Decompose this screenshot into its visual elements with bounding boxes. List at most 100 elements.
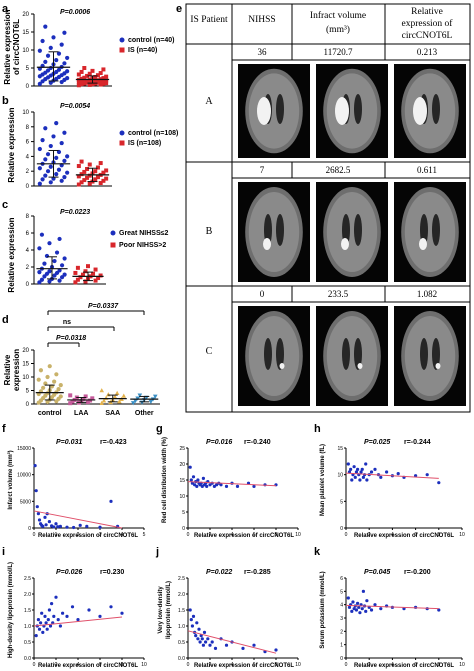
k-point xyxy=(347,605,352,609)
i-point xyxy=(58,624,63,628)
b-point xyxy=(65,170,70,175)
panel-k-label: k xyxy=(314,546,321,558)
f-point xyxy=(65,525,69,529)
mri-lesion xyxy=(341,238,349,250)
j-point xyxy=(201,643,205,647)
h-xtick-label: 8 xyxy=(437,532,440,538)
g-point xyxy=(196,478,200,482)
b-point xyxy=(37,166,42,171)
panel-f: f P=0.031 r=-0.423 Infarct volume (mm³) … xyxy=(2,423,146,539)
row-a-expr: 0.213 xyxy=(417,47,438,57)
h-fit-line xyxy=(345,472,439,479)
j-point xyxy=(190,624,194,628)
i-ytick-label: 1.0 xyxy=(24,624,31,630)
i-point xyxy=(46,618,50,622)
b-point xyxy=(43,157,48,162)
mri-ventricle xyxy=(264,214,272,246)
a-point xyxy=(95,78,100,83)
b-point xyxy=(82,169,87,174)
b-point xyxy=(93,177,98,182)
f-point xyxy=(43,515,47,519)
c-point xyxy=(57,278,62,283)
k-xtick-label: 4 xyxy=(391,662,394,668)
b-point xyxy=(59,140,64,146)
k-xtick-label: 8 xyxy=(437,662,440,668)
k-point xyxy=(357,605,361,609)
f-point xyxy=(35,505,39,509)
g-point xyxy=(189,478,193,482)
k-fit-line xyxy=(345,604,439,610)
panel-g-axes: 0 5 10 15 20 25 0 2 4 6 8 10 xyxy=(179,446,301,538)
d-point xyxy=(36,377,41,382)
b-point xyxy=(62,130,67,135)
panel-c-pvalue: P=0.0223 xyxy=(60,209,90,216)
a-ytick-label: 20 xyxy=(22,12,29,18)
i-xtick-label: 8 xyxy=(121,662,124,668)
j-point xyxy=(202,630,207,635)
c-point xyxy=(80,272,85,277)
f-ytick-label: 0 xyxy=(28,526,31,532)
g-xtick-label: 0 xyxy=(187,532,190,538)
a-point xyxy=(54,57,59,63)
c-ytick-label: 6 xyxy=(26,231,30,237)
a-point xyxy=(65,75,70,81)
h-ytick-label: 5 xyxy=(340,499,343,505)
g-point xyxy=(193,483,197,487)
j-point xyxy=(213,646,218,651)
b-point xyxy=(48,180,53,185)
panel-d-pvalue-bottom: P=0.0318 xyxy=(56,335,86,342)
j-xtick-label: 0 xyxy=(187,662,190,668)
mri-ventricle xyxy=(420,338,428,370)
a-point xyxy=(65,69,70,74)
panel-e-header-relexp-1: Relative xyxy=(411,7,443,17)
d-point xyxy=(43,381,48,386)
k-ytick-label: 5 xyxy=(340,589,343,595)
g-point xyxy=(201,476,205,480)
k-xtick-label: 10 xyxy=(459,662,465,668)
j-ytick-label: 2.5 xyxy=(178,576,185,582)
d-category-label: LAA xyxy=(74,410,88,417)
row-a-label: A xyxy=(205,96,213,107)
g-point xyxy=(235,484,240,488)
panel-f-pvalue: P=0.031 xyxy=(56,439,82,446)
a-point xyxy=(65,55,70,61)
h-xtick-label: 6 xyxy=(414,532,417,538)
panel-b-label: b xyxy=(2,95,9,107)
panel-f-xlabel: Relative expression of circCNOT6L xyxy=(38,533,138,539)
h-point xyxy=(379,475,383,479)
d-point xyxy=(148,399,154,404)
a-point xyxy=(40,38,45,44)
panel-k-ylabel: Serum potassium (mmol/L) xyxy=(320,571,326,648)
panel-c-axes: 0 2 4 6 8 xyxy=(26,214,106,288)
g-xtick-label: 10 xyxy=(295,532,301,538)
d-point xyxy=(90,396,95,401)
i-ytick-label: 2.5 xyxy=(24,576,31,582)
a-point xyxy=(101,67,106,72)
a-point xyxy=(87,82,92,87)
panel-i-pvalue: P=0.026 xyxy=(56,569,82,576)
a-point xyxy=(85,78,90,83)
a-ytick-label: 15 xyxy=(22,30,29,36)
a-point xyxy=(79,76,84,81)
h-point xyxy=(396,472,400,476)
i-point xyxy=(50,602,54,606)
c-point xyxy=(59,275,65,280)
row-a-nihss: 36 xyxy=(258,47,268,57)
d-point xyxy=(54,372,59,377)
b-point xyxy=(40,177,45,182)
mri-ventricle xyxy=(432,93,440,125)
panel-e: e IS Patient NIHSS Infract volume (mm³) … xyxy=(176,3,471,413)
a-point xyxy=(101,76,106,81)
k-point xyxy=(354,608,359,612)
a-point xyxy=(82,79,87,84)
j-ytick-label: 2.0 xyxy=(178,592,185,598)
a-point xyxy=(82,81,87,86)
panel-f-label: f xyxy=(2,423,6,435)
k-point xyxy=(360,607,364,611)
h-point xyxy=(350,478,354,482)
i-xtick-label: 6 xyxy=(99,662,102,668)
row-a-mri-images xyxy=(238,64,466,158)
d-category-label: control xyxy=(38,410,62,417)
a-point xyxy=(48,45,53,50)
